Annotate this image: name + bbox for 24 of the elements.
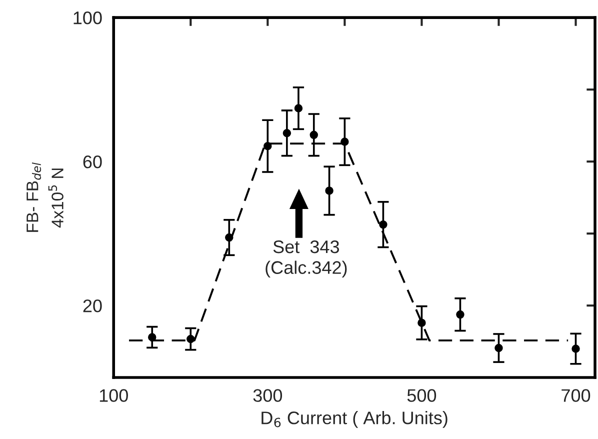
point (494, 344, 503, 352)
point (294, 104, 303, 112)
y-tick-label: 20 (83, 299, 102, 312)
point (418, 318, 426, 327)
y-tick-label: 100 (74, 11, 102, 24)
point (148, 333, 156, 342)
point (379, 220, 388, 229)
x-tick-label: 300 (253, 389, 282, 402)
point (325, 186, 334, 195)
point (340, 138, 349, 146)
text: FB- FB$_{del}$ 4x10$^{5}$ N (26, 162, 64, 232)
point (310, 130, 318, 140)
x-tick-label: 100 (100, 389, 128, 402)
point (456, 310, 464, 319)
x-tick-label: 700 (562, 389, 590, 402)
point (572, 344, 580, 353)
y-tick-label: 60 (83, 155, 102, 168)
x-tick-label: 500 (407, 389, 436, 402)
point (186, 334, 195, 344)
x-axis-title: D$_{6}$ Current ( Arb. Units) (262, 411, 448, 428)
point (282, 129, 292, 138)
annotation: Set 343 (Calc.342) (266, 240, 347, 278)
point (225, 233, 234, 242)
point (264, 142, 272, 150)
